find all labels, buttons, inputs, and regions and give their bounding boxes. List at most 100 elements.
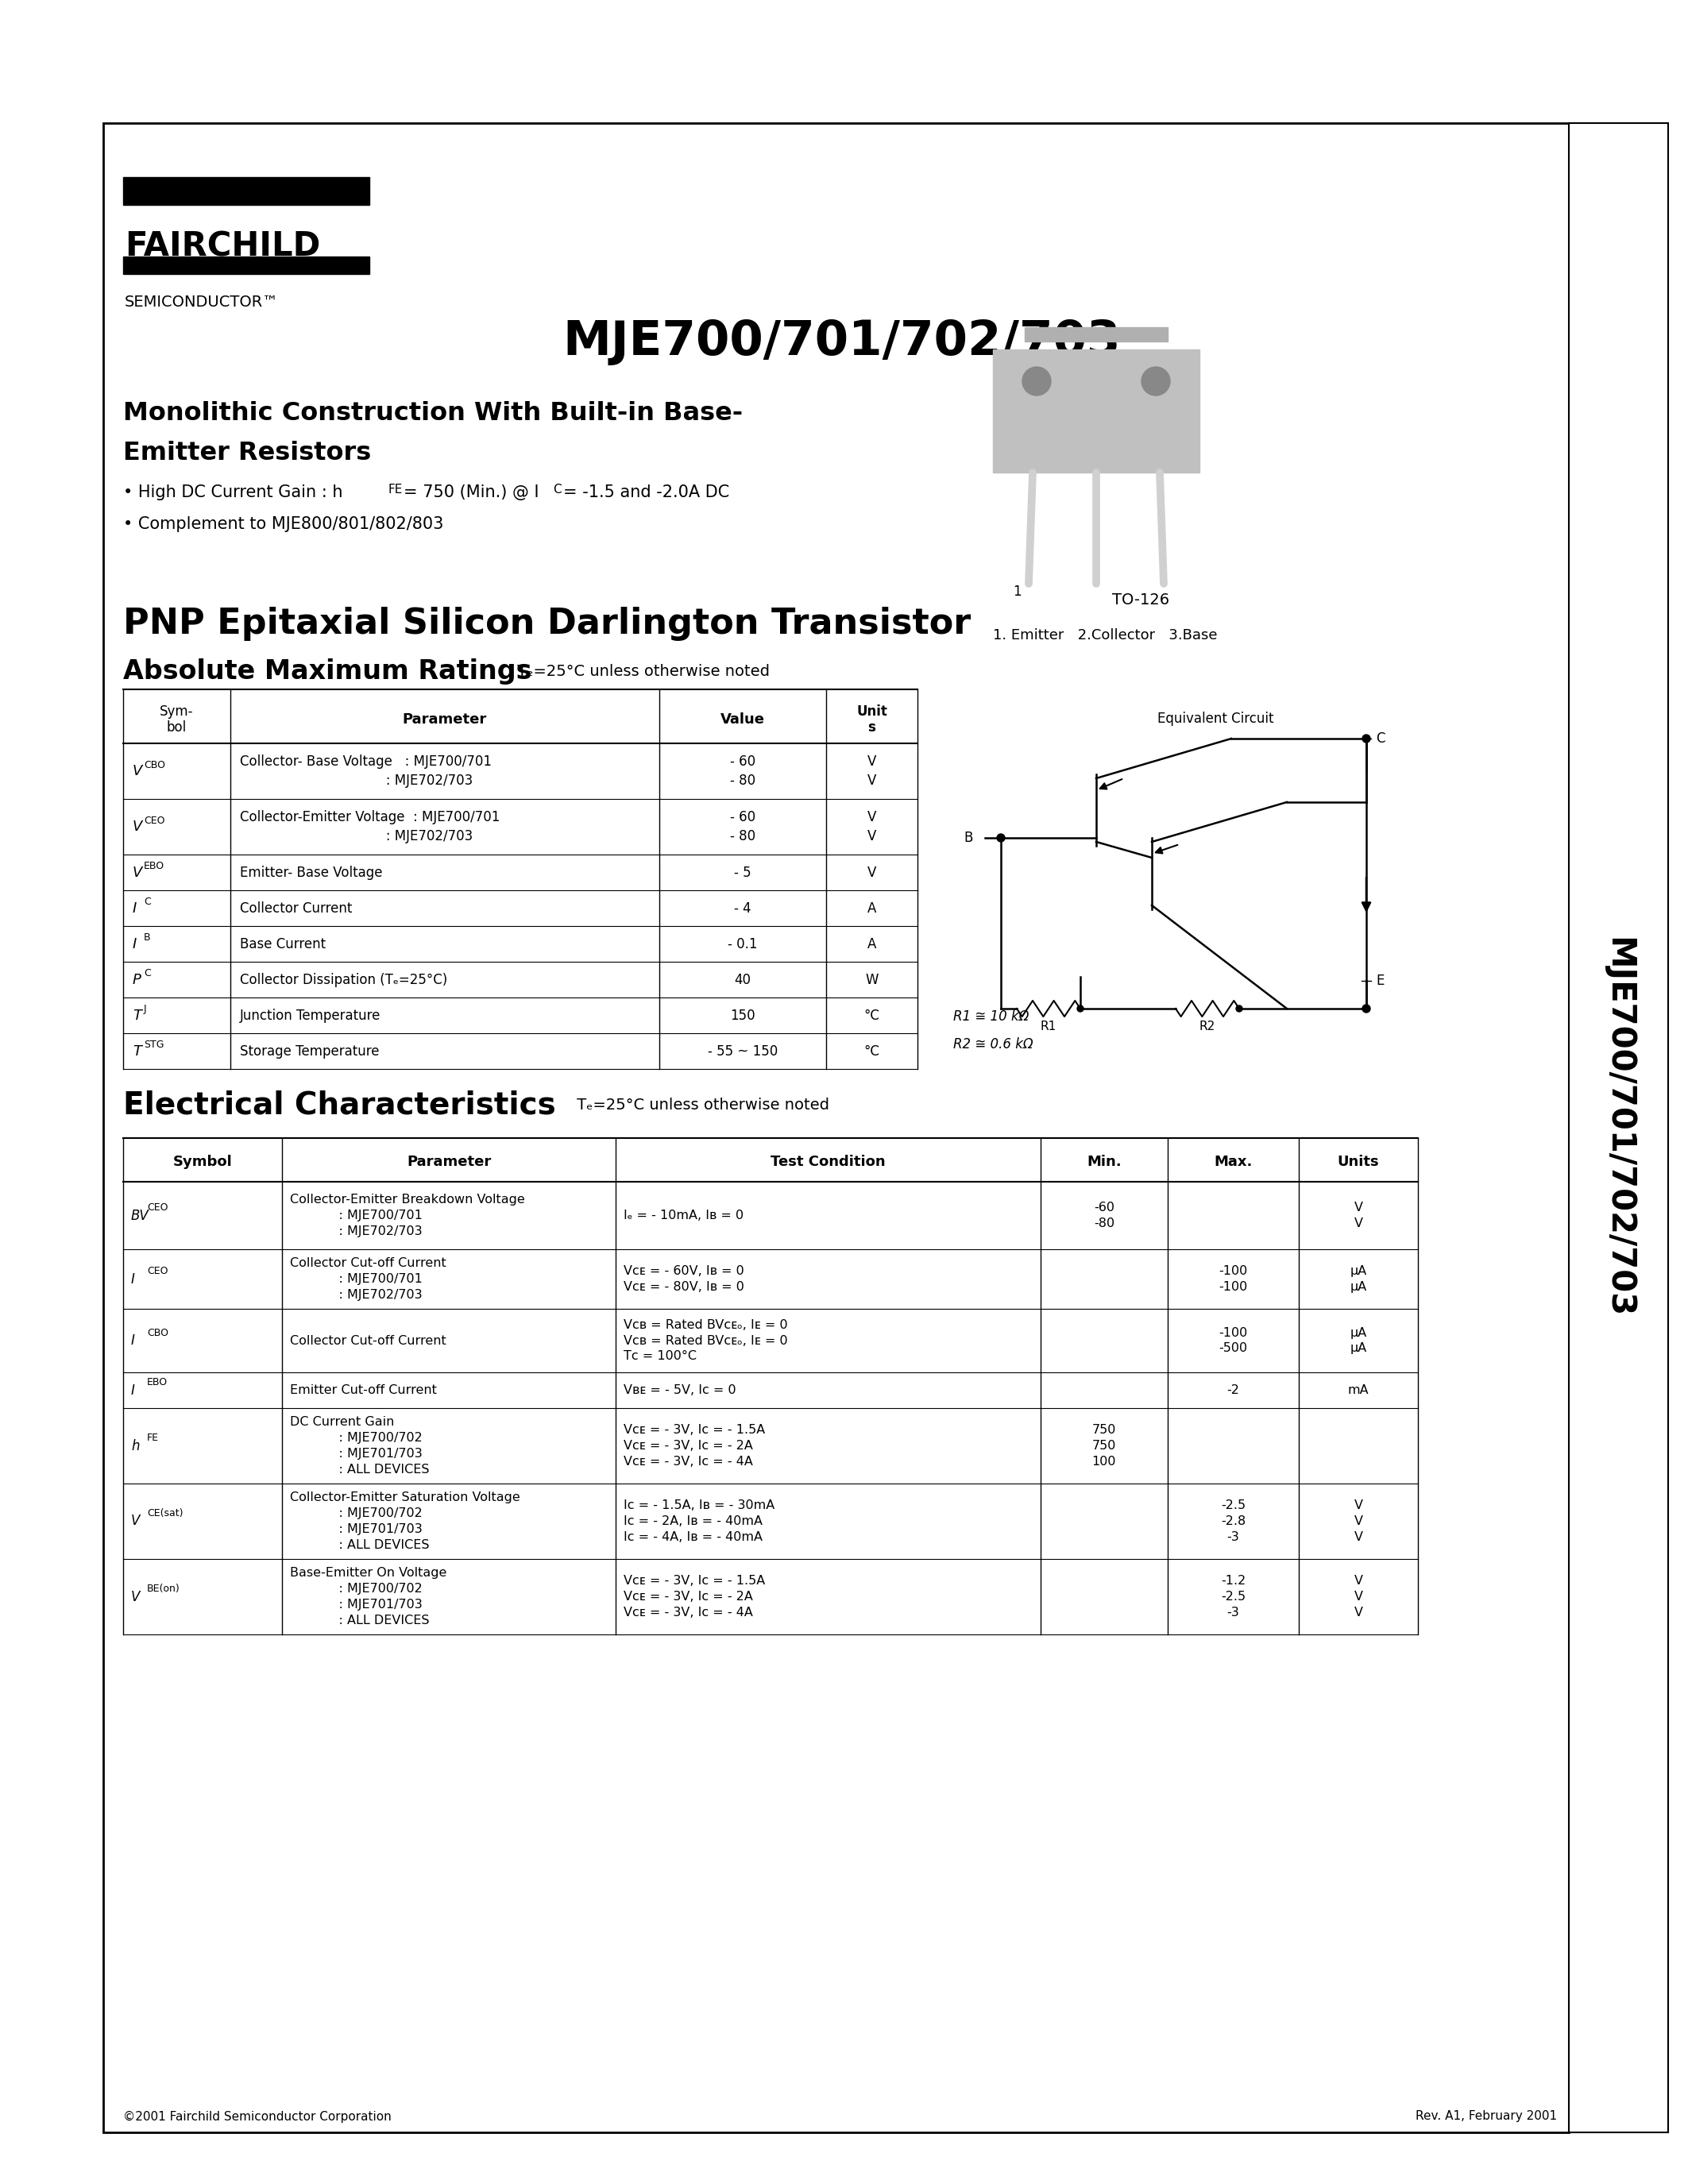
Text: I: I <box>133 902 137 915</box>
Text: T: T <box>133 1009 142 1022</box>
Text: I: I <box>133 937 137 950</box>
Text: CBO: CBO <box>143 760 165 771</box>
Text: = 750 (Min.) @ I: = 750 (Min.) @ I <box>403 485 538 500</box>
Text: FE: FE <box>147 1433 159 1444</box>
Circle shape <box>1362 1005 1371 1013</box>
Text: Symbol: Symbol <box>172 1155 233 1168</box>
Text: μA
μA: μA μA <box>1350 1326 1367 1354</box>
Text: 40: 40 <box>734 972 751 987</box>
Text: Collector Cut-off Current
            : MJE700/701
            : MJE702/703: Collector Cut-off Current : MJE700/701 :… <box>290 1258 446 1302</box>
Text: V
V
V: V V V <box>1354 1575 1362 1618</box>
Text: C: C <box>143 898 150 906</box>
Text: I: I <box>132 1271 135 1286</box>
Text: I: I <box>132 1382 135 1398</box>
Text: CEO: CEO <box>147 1267 169 1275</box>
Text: Base-Emitter On Voltage
            : MJE700/702
            : MJE701/703
      : Base-Emitter On Voltage : MJE700/702 : M… <box>290 1568 447 1627</box>
Text: 150: 150 <box>731 1009 755 1022</box>
Text: Junction Temperature: Junction Temperature <box>240 1009 381 1022</box>
Text: Electrical Characteristics: Electrical Characteristics <box>123 1090 555 1120</box>
Circle shape <box>1236 1005 1242 1011</box>
Text: Monolithic Construction With Built-in Base-: Monolithic Construction With Built-in Ba… <box>123 400 743 426</box>
Text: CE(sat): CE(sat) <box>147 1509 182 1518</box>
Circle shape <box>1362 734 1371 743</box>
Bar <box>1025 328 1168 341</box>
Text: V: V <box>132 1590 140 1603</box>
Text: mA: mA <box>1347 1385 1369 1396</box>
Text: I: I <box>132 1334 135 1348</box>
Text: 1. Emitter   2.Collector   3.Base: 1. Emitter 2.Collector 3.Base <box>993 629 1217 642</box>
Text: BE(on): BE(on) <box>147 1583 181 1594</box>
Text: Parameter: Parameter <box>403 712 488 727</box>
Bar <box>123 177 370 205</box>
Text: TO-126: TO-126 <box>1112 592 1170 607</box>
Text: - 0.1: - 0.1 <box>728 937 758 950</box>
Text: V: V <box>132 1514 140 1529</box>
Text: °C: °C <box>864 1044 879 1059</box>
Text: MJE700/701/702/703: MJE700/701/702/703 <box>1602 937 1636 1319</box>
Text: - 55 ~ 150: - 55 ~ 150 <box>707 1044 778 1059</box>
Text: MJE700/701/702/703: MJE700/701/702/703 <box>564 319 1121 365</box>
Text: C: C <box>554 483 562 496</box>
Text: Collector-Emitter Breakdown Voltage
            : MJE700/701
            : MJE70: Collector-Emitter Breakdown Voltage : MJ… <box>290 1195 525 1236</box>
Circle shape <box>1023 367 1052 395</box>
Circle shape <box>998 834 1004 841</box>
Text: A: A <box>868 937 876 950</box>
Text: Base Current: Base Current <box>240 937 326 950</box>
Text: ©2001 Fairchild Semiconductor Corporation: ©2001 Fairchild Semiconductor Corporatio… <box>123 2110 392 2123</box>
Text: -100
-500: -100 -500 <box>1219 1326 1247 1354</box>
Text: Collector Dissipation (Tₑ=25°C): Collector Dissipation (Tₑ=25°C) <box>240 972 447 987</box>
Text: Sym-
bol: Sym- bol <box>160 703 194 736</box>
Text: V: V <box>133 865 142 880</box>
Text: V: V <box>868 865 876 880</box>
Text: = -1.5 and -2.0A DC: = -1.5 and -2.0A DC <box>564 485 729 500</box>
Text: CEO: CEO <box>147 1203 169 1212</box>
Text: C: C <box>1376 732 1384 745</box>
Text: -100
-100: -100 -100 <box>1219 1265 1247 1293</box>
Bar <box>103 122 1568 2132</box>
Text: V: V <box>133 764 142 778</box>
Text: W: W <box>866 972 878 987</box>
Text: Units: Units <box>1337 1155 1379 1168</box>
Text: R1: R1 <box>1040 1020 1057 1033</box>
Text: V: V <box>133 819 142 834</box>
Text: R2 ≅ 0.6 kΩ: R2 ≅ 0.6 kΩ <box>954 1037 1033 1051</box>
Text: B: B <box>143 933 150 943</box>
Text: Tₑ=25°C unless otherwise noted: Tₑ=25°C unless otherwise noted <box>572 1096 829 1112</box>
Text: - 60
- 80: - 60 - 80 <box>729 756 756 788</box>
Text: V
V
V: V V V <box>1354 1500 1362 1542</box>
Text: T: T <box>133 1044 142 1059</box>
Text: Collector Cut-off Current: Collector Cut-off Current <box>290 1334 446 1348</box>
Text: CBO: CBO <box>147 1328 169 1339</box>
Text: - 60
- 80: - 60 - 80 <box>729 810 756 843</box>
Circle shape <box>1141 367 1170 395</box>
Text: -2.5
-2.8
-3: -2.5 -2.8 -3 <box>1220 1500 1246 1542</box>
Text: FAIRCHILD: FAIRCHILD <box>125 229 321 262</box>
Text: V
V: V V <box>1354 1201 1362 1230</box>
Text: h: h <box>132 1439 140 1452</box>
Text: J: J <box>143 1005 147 1013</box>
Text: Emitter Cut-off Current: Emitter Cut-off Current <box>290 1385 437 1396</box>
Text: Collector- Base Voltage   : MJE700/701
                                   : MJE7: Collector- Base Voltage : MJE700/701 : M… <box>240 756 491 788</box>
Text: B: B <box>964 830 972 845</box>
Text: BV: BV <box>132 1208 149 1223</box>
Text: Value: Value <box>721 712 765 727</box>
Text: 750
750
100: 750 750 100 <box>1092 1424 1116 1468</box>
Text: • High DC Current Gain : h: • High DC Current Gain : h <box>123 485 343 500</box>
Bar <box>1568 122 1668 2132</box>
Text: DC Current Gain
            : MJE700/702
            : MJE701/703
            : : DC Current Gain : MJE700/702 : MJE701/70… <box>290 1415 429 1476</box>
Text: STG: STG <box>143 1040 164 1051</box>
Text: Vᴄᴇ = - 3V, Iᴄ = - 1.5A
Vᴄᴇ = - 3V, Iᴄ = - 2A
Vᴄᴇ = - 3V, Iᴄ = - 4A: Vᴄᴇ = - 3V, Iᴄ = - 1.5A Vᴄᴇ = - 3V, Iᴄ =… <box>623 1424 765 1468</box>
Text: μA
μA: μA μA <box>1350 1265 1367 1293</box>
Text: Collector-Emitter Voltage  : MJE700/701
                                   : MJE: Collector-Emitter Voltage : MJE700/701 :… <box>240 810 500 843</box>
Text: SEMICONDUCTOR™: SEMICONDUCTOR™ <box>125 295 279 310</box>
Text: - 4: - 4 <box>734 902 751 915</box>
Text: -60
-80: -60 -80 <box>1094 1201 1114 1230</box>
Text: Tₑ=25°C unless otherwise noted: Tₑ=25°C unless otherwise noted <box>513 664 770 679</box>
Text: CEO: CEO <box>143 815 165 826</box>
Text: - 5: - 5 <box>734 865 751 880</box>
Text: Min.: Min. <box>1087 1155 1121 1168</box>
Text: Unit
s: Unit s <box>856 703 888 736</box>
Text: Emitter Resistors: Emitter Resistors <box>123 441 371 465</box>
Circle shape <box>1077 1005 1084 1011</box>
Text: A: A <box>868 902 876 915</box>
